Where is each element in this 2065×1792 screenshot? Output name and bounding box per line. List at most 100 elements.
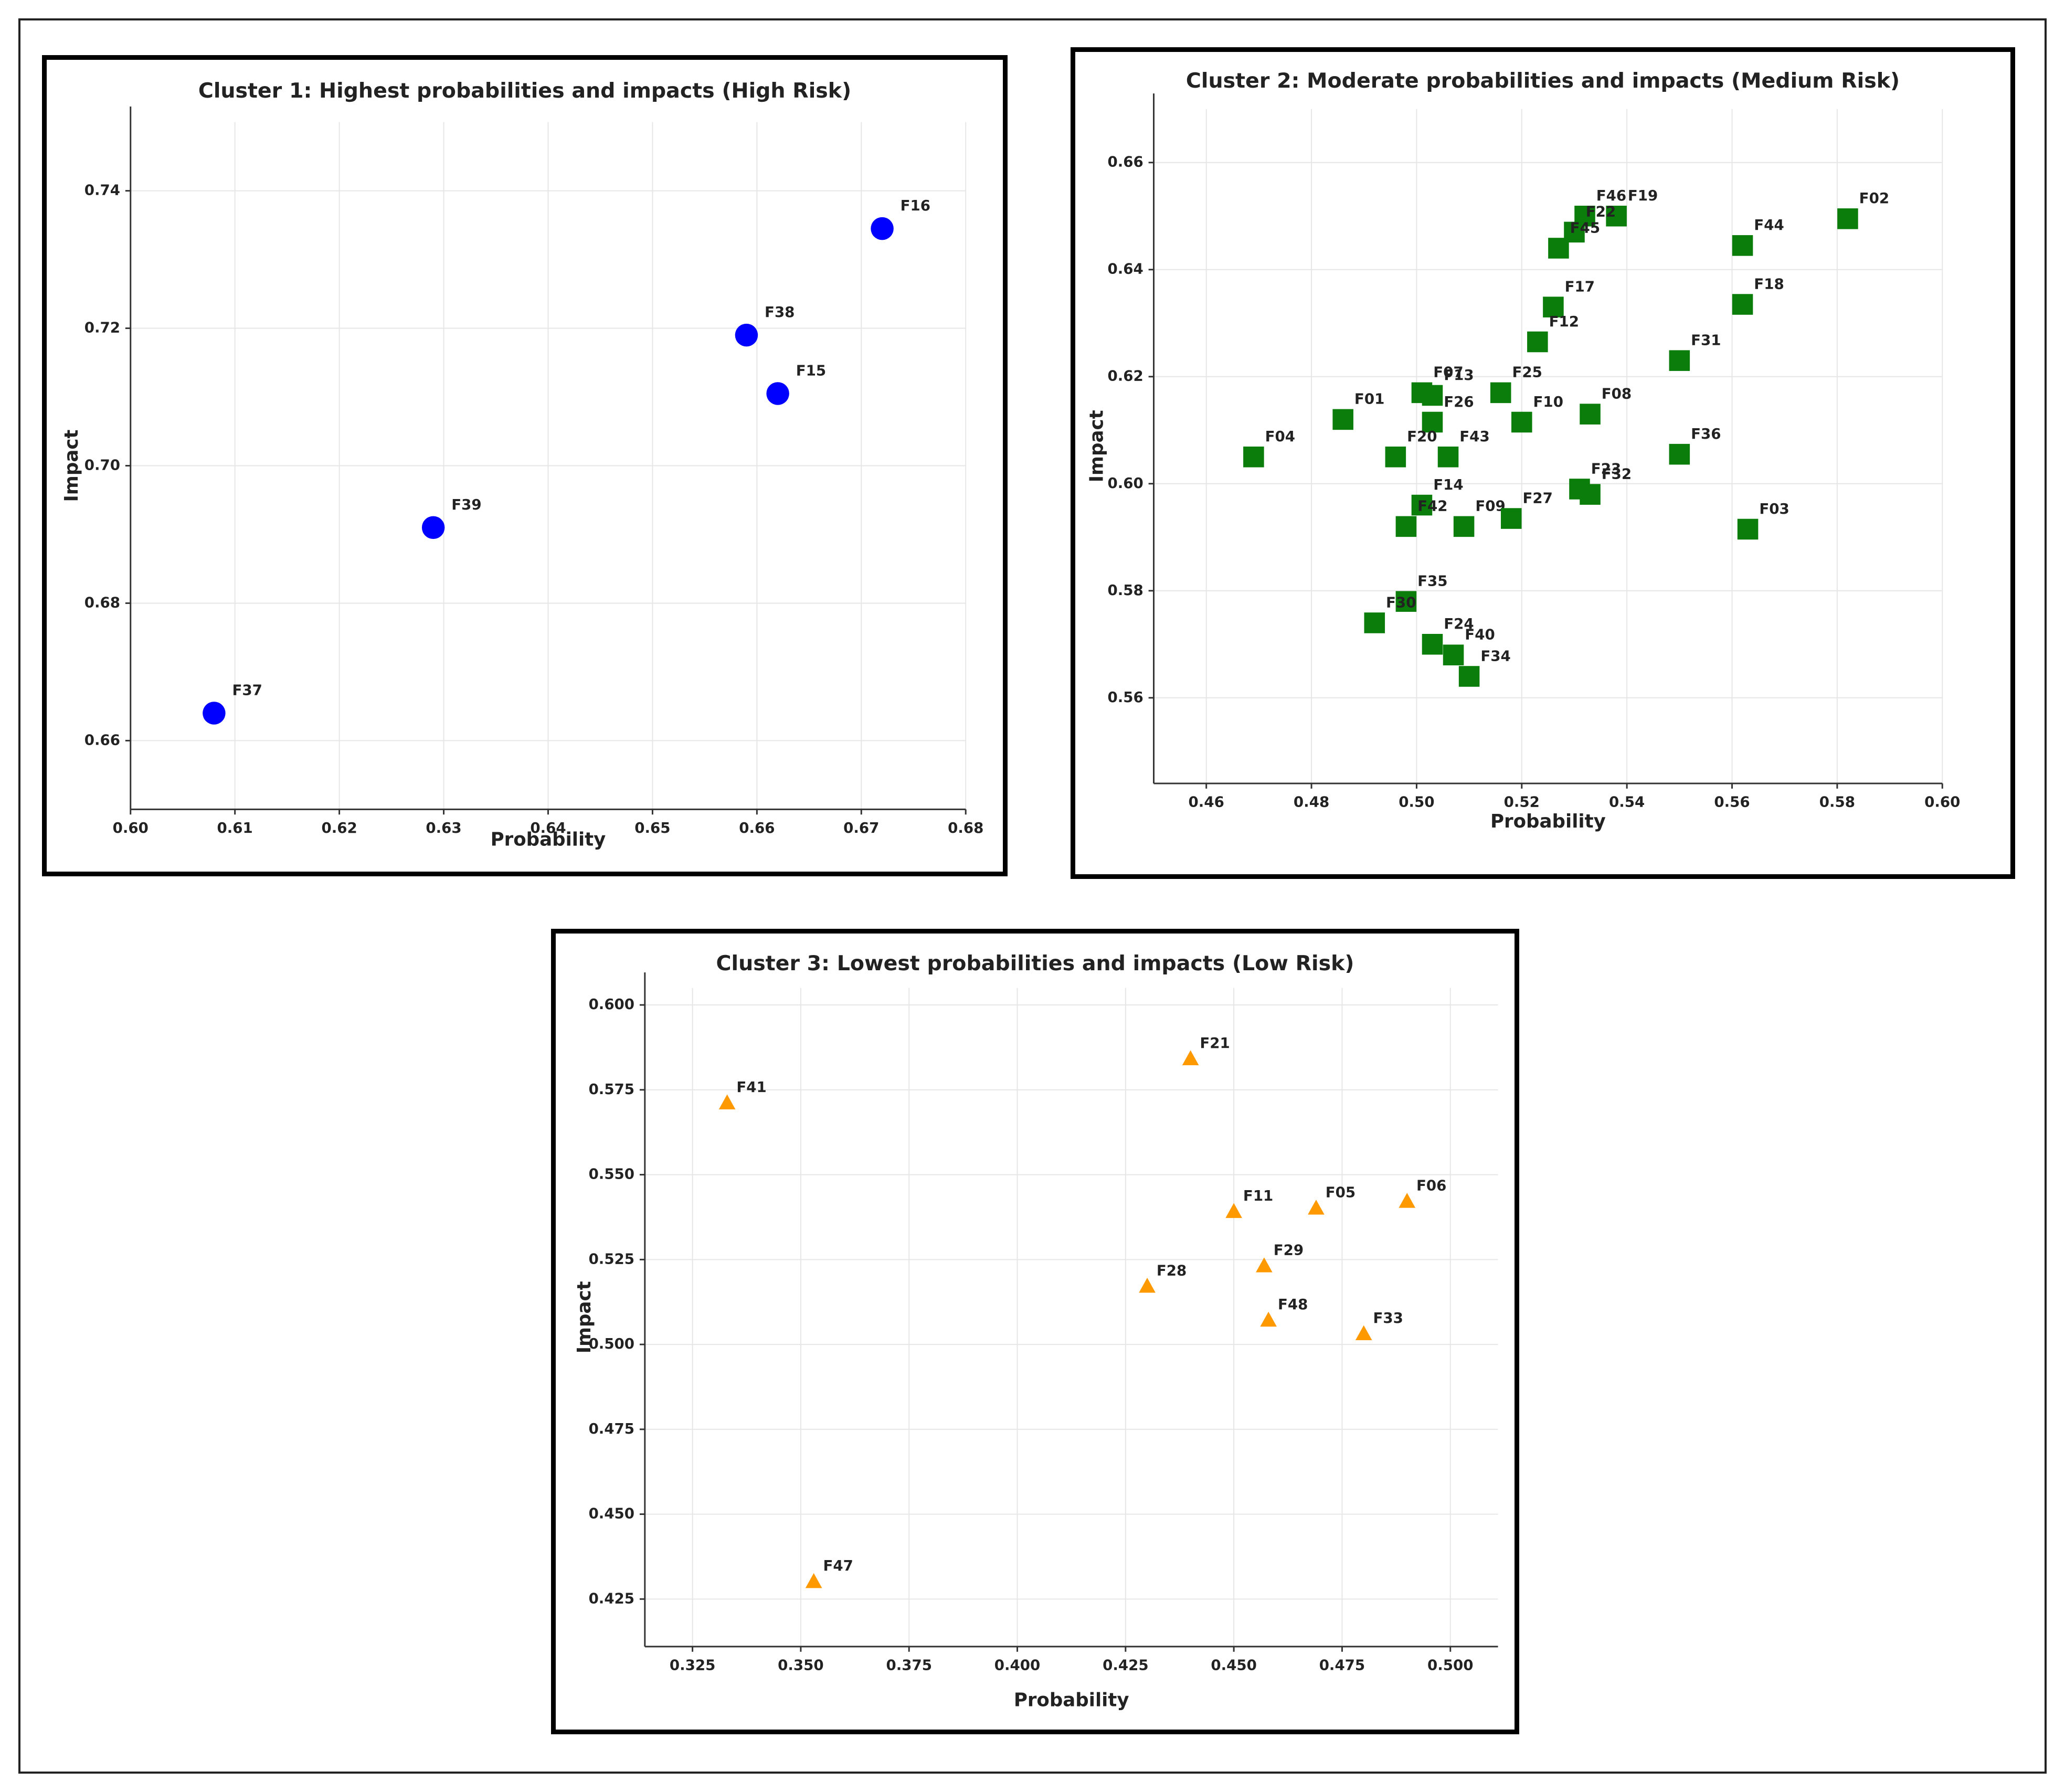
y-tick-label: 0.600 [589, 995, 634, 1013]
cluster-1-panel: Cluster 1: Highest probabilities and imp… [42, 55, 1008, 876]
point-label: F29 [1274, 1242, 1304, 1259]
point-label: F36 [1691, 425, 1721, 442]
data-point-f01 [1332, 409, 1353, 430]
x-tick-label: 0.46 [1189, 793, 1224, 810]
data-point-f14 [1411, 494, 1433, 516]
y-tick-label: 0.68 [84, 593, 120, 611]
point-label: F38 [765, 303, 795, 321]
point-label: F32 [1602, 465, 1632, 483]
data-point-f42 [1395, 516, 1417, 537]
point-label: F30 [1386, 593, 1416, 611]
x-tick-label: 0.67 [843, 819, 879, 836]
x-tick-label: 0.60 [1924, 793, 1960, 810]
data-point-f09 [1453, 516, 1475, 537]
chart-title: Cluster 3: Lowest probabilities and impa… [716, 951, 1354, 975]
point-label: F48 [1278, 1296, 1308, 1313]
x-tick-label: 0.56 [1714, 793, 1750, 810]
data-point-f40 [1443, 644, 1464, 665]
point-label: F07 [1433, 364, 1463, 381]
point-label: F20 [1407, 428, 1437, 445]
data-point-f10 [1511, 411, 1532, 433]
data-point-f31 [1669, 350, 1690, 371]
point-label: F13 [1444, 366, 1474, 384]
y-tick-label: 0.62 [1107, 367, 1143, 385]
y-axis-label: Impact [1086, 410, 1108, 482]
data-point-f37 [203, 702, 226, 725]
x-tick-label: 0.60 [113, 819, 149, 836]
point-label: F23 [1591, 460, 1621, 477]
x-tick-label: 0.325 [670, 1656, 715, 1673]
y-tick-label: 0.475 [589, 1420, 634, 1437]
point-label: F19 [1628, 187, 1658, 204]
point-label: F31 [1691, 332, 1721, 349]
x-tick-label: 0.58 [1819, 793, 1855, 810]
point-label: F37 [232, 681, 262, 698]
x-tick-label: 0.63 [426, 819, 461, 836]
y-tick-label: 0.525 [589, 1250, 634, 1267]
data-point-f20 [1385, 446, 1406, 468]
x-tick-label: 0.350 [778, 1656, 823, 1673]
point-label: F11 [1243, 1187, 1273, 1204]
data-point-f06 [1399, 1193, 1416, 1208]
y-tick-label: 0.74 [84, 182, 120, 199]
y-tick-label: 0.72 [84, 319, 120, 336]
y-tick-label: 0.550 [589, 1165, 634, 1183]
point-label: F17 [1565, 278, 1595, 295]
y-tick-label: 0.60 [1107, 474, 1143, 492]
point-label: F09 [1475, 497, 1505, 515]
data-point-f18 [1732, 294, 1753, 315]
x-tick-label: 0.65 [634, 819, 670, 836]
data-point-f35 [1395, 591, 1417, 612]
data-point-f32 [1580, 484, 1601, 505]
x-tick-label: 0.500 [1427, 1656, 1473, 1673]
data-point-f11 [1225, 1203, 1242, 1218]
point-label: F47 [823, 1557, 853, 1574]
y-tick-label: 0.56 [1107, 688, 1143, 706]
data-point-f38 [735, 323, 758, 347]
data-point-f43 [1437, 446, 1459, 468]
x-tick-label: 0.52 [1504, 793, 1540, 810]
y-tick-label: 0.450 [589, 1505, 634, 1522]
point-label: F27 [1523, 489, 1553, 506]
point-label: F08 [1602, 385, 1632, 402]
point-label: F40 [1465, 626, 1495, 643]
y-tick-label: 0.575 [589, 1080, 634, 1098]
data-point-f29 [1256, 1257, 1273, 1273]
data-point-f28 [1139, 1278, 1156, 1293]
x-tick-label: 0.64 [530, 819, 566, 836]
data-point-f25 [1490, 382, 1511, 404]
x-axis-label: Probability [491, 829, 606, 851]
data-point-f30 [1364, 612, 1385, 633]
data-point-f45 [1548, 238, 1569, 259]
point-label: F25 [1512, 364, 1542, 381]
data-point-f17 [1543, 296, 1564, 317]
x-tick-label: 0.68 [948, 819, 983, 836]
point-label: F02 [1859, 189, 1889, 207]
point-label: F39 [451, 496, 481, 513]
chart-title: Cluster 2: Moderate probabilities and im… [1186, 69, 1900, 93]
x-tick-label: 0.48 [1294, 793, 1329, 810]
y-tick-label: 0.70 [84, 457, 120, 474]
data-point-f02 [1837, 208, 1858, 229]
data-point-f36 [1669, 443, 1690, 465]
data-point-f03 [1737, 518, 1759, 540]
data-point-f08 [1580, 404, 1601, 425]
x-tick-label: 0.54 [1609, 793, 1645, 810]
data-point-f34 [1458, 666, 1480, 687]
point-label: F16 [901, 197, 930, 214]
point-label: F05 [1326, 1184, 1356, 1201]
data-point-f26 [1422, 411, 1443, 433]
point-label: F18 [1754, 275, 1784, 292]
x-axis-label: Probability [1014, 1690, 1129, 1711]
point-label: F33 [1373, 1309, 1403, 1327]
point-label: F41 [736, 1078, 766, 1096]
point-label: F46 [1596, 187, 1626, 204]
y-tick-label: 0.64 [1107, 260, 1143, 278]
point-label: F04 [1265, 428, 1295, 445]
data-point-f21 [1182, 1050, 1199, 1066]
y-tick-label: 0.66 [84, 731, 120, 748]
point-label: F21 [1200, 1034, 1230, 1052]
data-point-f39 [421, 516, 445, 539]
point-label: F10 [1533, 393, 1563, 410]
data-point-f12 [1527, 331, 1548, 353]
